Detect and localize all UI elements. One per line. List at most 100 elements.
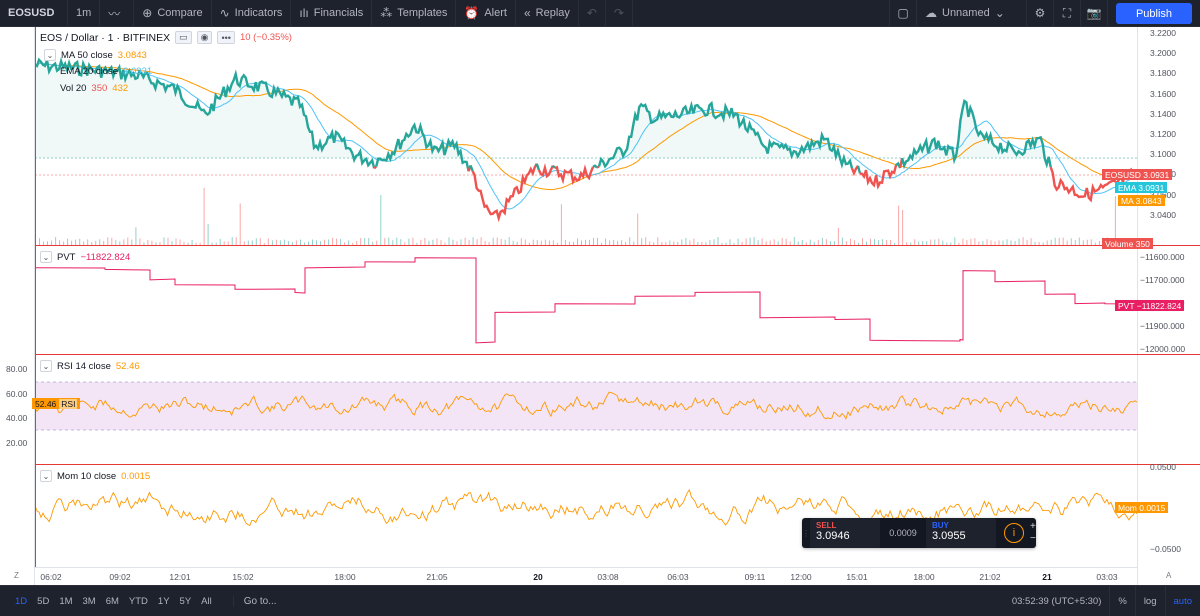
- collapse-chevron-icon[interactable]: ⌄: [40, 251, 52, 263]
- volume-bar: [757, 240, 759, 245]
- volume-bar: [737, 238, 739, 245]
- volume-bar: [837, 227, 839, 245]
- range-button-all[interactable]: All: [201, 595, 212, 607]
- financials-button[interactable]: ılı Financials: [291, 0, 373, 27]
- settings-button[interactable]: ⚙: [1027, 0, 1054, 27]
- axis-tick-label: 3.1800: [1150, 68, 1176, 79]
- range-button-1y[interactable]: 1Y: [157, 595, 170, 607]
- templates-button[interactable]: ⁂ Templates: [372, 0, 457, 27]
- info-icon[interactable]: i: [1004, 523, 1024, 543]
- layout-name-button[interactable]: ☁ Unnamed ⌄: [917, 0, 1027, 27]
- log-toggle[interactable]: log: [1134, 586, 1165, 616]
- range-button-5y[interactable]: 5Y: [179, 595, 192, 607]
- indicators-button[interactable]: ∿ Indicators: [212, 0, 292, 27]
- ma-legend[interactable]: ⌄ MA 50 close 3.0843: [44, 49, 147, 61]
- volume-bar: [171, 241, 173, 245]
- axis-tick-label: 3.2000: [1150, 48, 1176, 59]
- volume-legend[interactable]: Vol 20 350 432: [60, 83, 128, 94]
- pane-separator-mom[interactable]: [35, 464, 1200, 465]
- replay-button[interactable]: « Replay: [516, 0, 579, 27]
- redo-button[interactable]: ↷: [606, 0, 633, 27]
- sell-label: SELL: [816, 521, 837, 530]
- auto-scale-button[interactable]: A: [1166, 571, 1172, 580]
- compare-button[interactable]: ⊕ Compare: [134, 0, 212, 27]
- volume-bar: [504, 239, 506, 245]
- pvt-legend[interactable]: ⌄ PVT −11822.824: [40, 251, 130, 263]
- volume-bar: [1086, 239, 1088, 245]
- pane-separator-rsi[interactable]: [35, 354, 1200, 355]
- range-button-6m[interactable]: 6M: [105, 595, 119, 607]
- volume-bar: [191, 239, 193, 245]
- volume-bar: [428, 240, 430, 245]
- volume-bar: [761, 238, 763, 245]
- time-axis[interactable]: 06:02 09:02 12:01 15:02 18:00 21:05 20 03:08 06:…: [35, 567, 1137, 585]
- go-to-date-button[interactable]: Go to...: [232, 595, 277, 607]
- volume-bar: [528, 242, 530, 245]
- clock[interactable]: 03:52:39 (UTC+5:30): [1011, 596, 1102, 607]
- volume-bar: [886, 240, 888, 245]
- volume-bar: [247, 240, 249, 245]
- range-button-3m[interactable]: 3M: [82, 595, 96, 607]
- price-line-segment: [850, 165, 859, 177]
- select-layout-button[interactable]: ▢: [890, 0, 917, 27]
- ema-legend[interactable]: EMA 20 close 3.0931: [60, 66, 152, 77]
- interval-button[interactable]: 1m: [68, 0, 101, 27]
- minus-icon[interactable]: −: [1030, 533, 1036, 544]
- volume-bar: [396, 237, 398, 245]
- volume-bar: [805, 242, 807, 245]
- volume-bar: [1018, 238, 1020, 245]
- snapshot-button[interactable]: 📷: [1081, 0, 1108, 27]
- collapse-chevron-icon[interactable]: ⌄: [44, 49, 56, 61]
- eye-icon[interactable]: ◉: [196, 31, 213, 44]
- price-line-segment: [375, 121, 470, 172]
- range-button-1d[interactable]: 1D: [15, 595, 28, 607]
- price-line-segment: [596, 165, 600, 169]
- axis-tick-label: 0.0500: [1150, 462, 1176, 472]
- plus-icon[interactable]: +: [1030, 521, 1036, 532]
- volume-bar: [970, 238, 972, 245]
- volume-bar: [55, 237, 57, 245]
- top-toolbar: EOSUSD 1m 〰 ⊕ Compare ∿ Indicators ılı Fina…: [0, 0, 1200, 27]
- volume-tag: Volume 350: [1102, 238, 1153, 249]
- alert-button[interactable]: ⏰ Alert: [456, 0, 516, 27]
- zoom-reset-button[interactable]: Z: [14, 571, 19, 580]
- mom-legend[interactable]: ⌄ Mom 10 close 0.0015: [40, 470, 150, 482]
- volume-bar: [291, 242, 293, 245]
- volume-bar: [721, 243, 723, 245]
- auto-toggle[interactable]: auto: [1164, 586, 1200, 616]
- ema-legend-label: EMA 20 close: [60, 66, 119, 77]
- buy-button[interactable]: BUY 3.0955: [926, 518, 996, 548]
- rsi-legend[interactable]: ⌄ RSI 14 close 52.46: [40, 360, 140, 372]
- volume-bar: [79, 238, 81, 245]
- volume-bar: [809, 239, 811, 245]
- axis-tick-label: 3.0600: [1150, 190, 1176, 200]
- axis-tick-label: 3.0400: [1150, 209, 1176, 220]
- fullscreen-button[interactable]: ⛶: [1054, 0, 1081, 27]
- undo-button[interactable]: ↶: [579, 0, 606, 27]
- volume-bar: [922, 240, 924, 245]
- publish-button[interactable]: Publish: [1116, 3, 1192, 24]
- chart-plot[interactable]: [35, 27, 1137, 567]
- volume-bar: [1006, 239, 1008, 245]
- volume-bar: [384, 238, 386, 245]
- chart-style-button[interactable]: 〰: [100, 0, 135, 27]
- drag-handle-icon[interactable]: ⋮: [802, 528, 810, 538]
- pane-separator-pvt[interactable]: [35, 245, 1200, 246]
- quantity-stepper[interactable]: + −: [1030, 521, 1036, 545]
- sell-button[interactable]: SELL 3.0946: [810, 518, 880, 548]
- range-button-5d[interactable]: 5D: [37, 595, 50, 607]
- symbol-search-button[interactable]: EOSUSD: [0, 0, 68, 27]
- percent-toggle[interactable]: %: [1109, 586, 1134, 616]
- range-button-ytd[interactable]: YTD: [128, 595, 148, 607]
- axis-tick-label: 20.00: [6, 437, 28, 448]
- range-button-1m[interactable]: 1M: [59, 595, 73, 607]
- legend-hide-button[interactable]: ▭: [175, 31, 192, 44]
- axis-tick-label: 3.2200: [1150, 28, 1176, 38]
- collapse-chevron-icon[interactable]: ⌄: [40, 470, 52, 482]
- ema-legend-value: 3.0931: [123, 66, 153, 77]
- price-area-fill: [35, 59, 1137, 158]
- volume-bar: [978, 241, 980, 245]
- volume-bar: [841, 237, 843, 245]
- collapse-chevron-icon[interactable]: ⌄: [40, 360, 52, 372]
- more-icon[interactable]: •••: [217, 31, 235, 44]
